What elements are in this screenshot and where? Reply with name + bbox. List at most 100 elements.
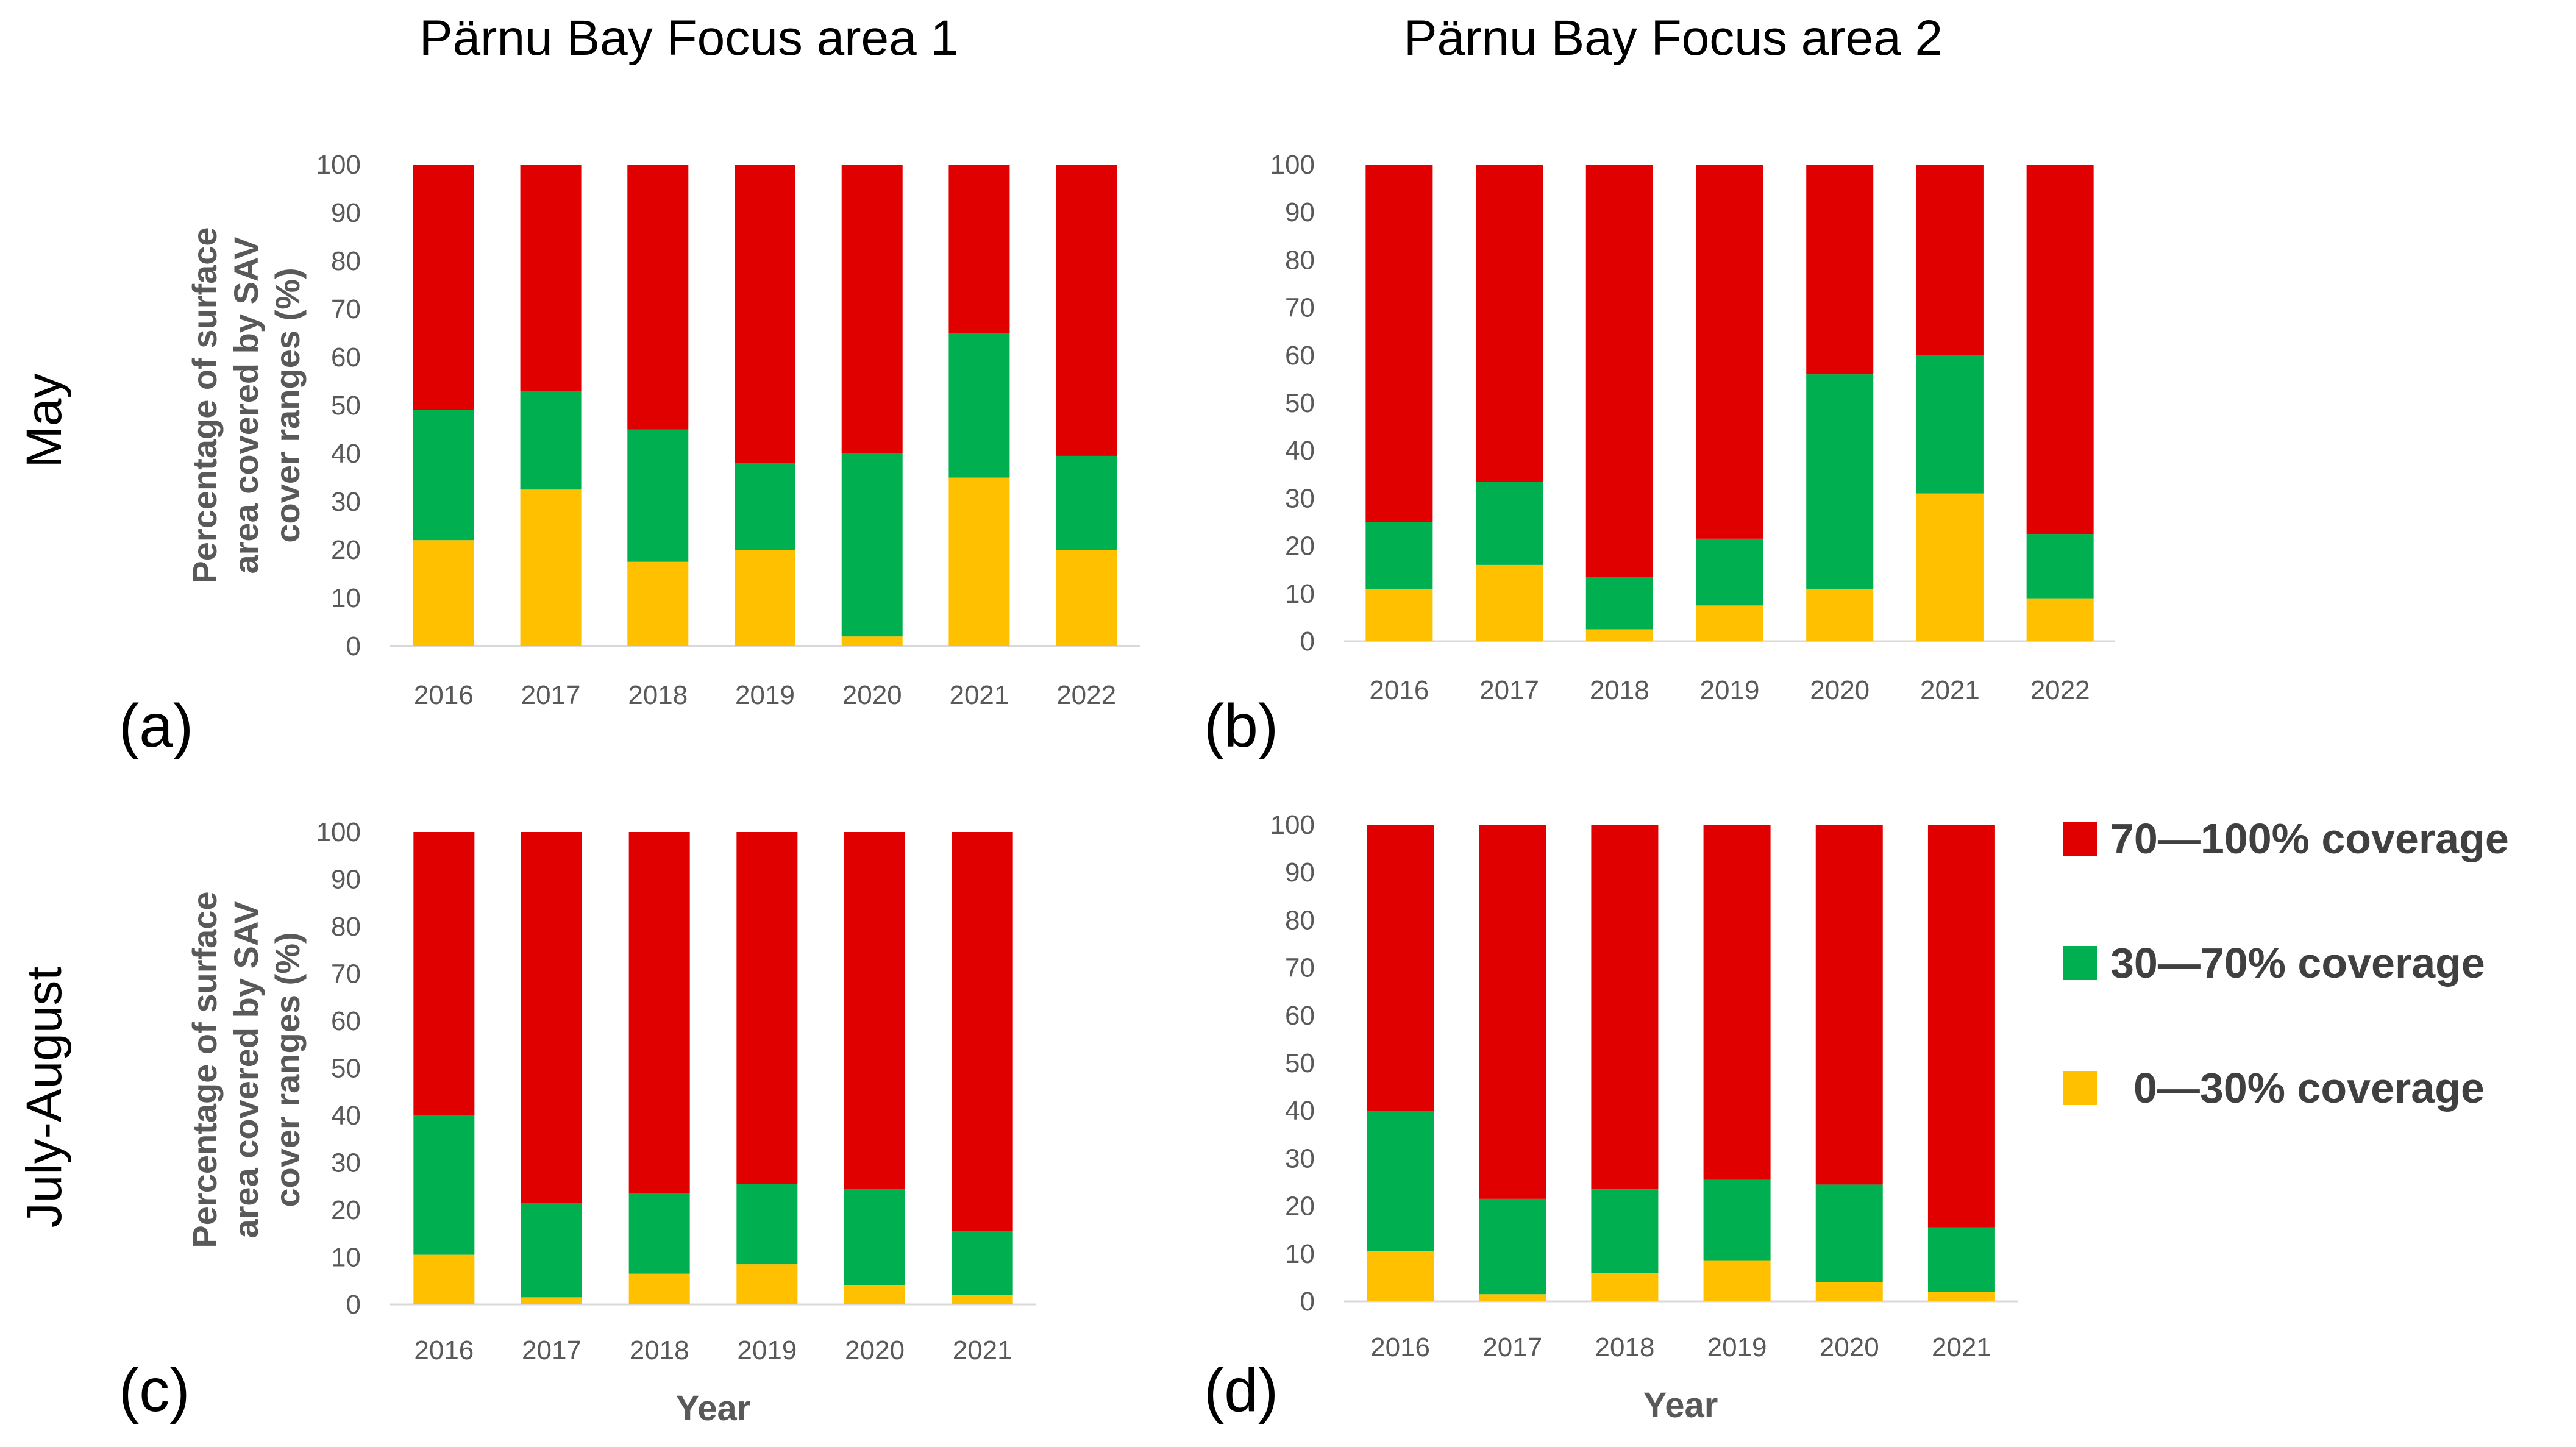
y-tick-label: 80: [1285, 245, 1315, 275]
bar-segment: [1367, 1111, 1434, 1251]
x-tick-label: 2016: [414, 680, 474, 710]
y-tick-label: 10: [331, 1243, 361, 1273]
bar-segment: [413, 1254, 475, 1304]
x-axis-title: Year: [1643, 1385, 1718, 1425]
bar-segment: [1806, 165, 1874, 375]
bar-segment: [735, 463, 795, 550]
y-axis-title-line: cover ranges (%): [268, 932, 307, 1207]
bar-segment: [735, 550, 795, 646]
bar-segment: [736, 1264, 798, 1304]
bar-segment: [627, 165, 689, 430]
bar-segment: [413, 540, 474, 646]
y-tick-label: 100: [1270, 150, 1315, 180]
x-tick-label: 2016: [1370, 1332, 1430, 1362]
y-tick-label: 20: [1285, 532, 1315, 561]
bar-segment: [1696, 165, 1763, 539]
x-tick-label: 2020: [1810, 675, 1870, 705]
bar-segment: [841, 636, 903, 646]
y-tick-label: 10: [1285, 579, 1315, 609]
x-tick-label: 2017: [1479, 675, 1539, 705]
bar-segment: [1365, 522, 1433, 589]
y-tick-label: 10: [1285, 1239, 1315, 1269]
row-label-may: May: [16, 374, 72, 468]
y-tick-label: 50: [331, 1054, 361, 1084]
bar-segment: [1585, 577, 1653, 630]
y-tick-label: 50: [1285, 388, 1315, 418]
bar-segment: [1585, 165, 1653, 577]
y-tick-label: 60: [331, 343, 361, 372]
y-tick-label: 0: [1300, 1287, 1315, 1317]
y-tick-label: 70: [1285, 293, 1315, 323]
panel-label: (a): [119, 692, 193, 760]
y-tick-label: 70: [331, 294, 361, 324]
bar-segment: [521, 1203, 582, 1298]
panel-label: (d): [1204, 1356, 1278, 1424]
x-tick-label: 2021: [1932, 1332, 1991, 1362]
y-tick-label: 20: [1285, 1192, 1315, 1221]
bar-segment: [1696, 605, 1763, 641]
bar-segment: [1585, 629, 1653, 641]
legend-label-70-100: 70—100% coverage: [2110, 815, 2509, 862]
bar-segment: [948, 333, 1010, 478]
bar-segment: [736, 832, 798, 1184]
chart-1: 0 10 20 30 40 50 60 70 80 90 100 2016 2017 2018 2019 20…: [119, 150, 1140, 760]
bar-segment: [1479, 1294, 1546, 1301]
bar-segment: [1927, 1227, 1995, 1292]
bar-segment: [628, 832, 690, 1193]
bar-segment: [1815, 825, 1883, 1185]
x-tick-label: 2018: [1595, 1332, 1654, 1362]
x-tick-label: 2019: [735, 680, 795, 710]
x-tick-label: 2017: [521, 680, 581, 710]
y-tick-label: 40: [331, 1101, 361, 1131]
y-axis-title-line: cover ranges (%): [268, 268, 307, 542]
legend-swatch-70-100: [2063, 822, 2097, 856]
x-tick-label: 2017: [1482, 1332, 1542, 1362]
legend-swatch-30-70: [2063, 946, 2097, 980]
bar-segment: [948, 477, 1010, 646]
panel-label: (b): [1204, 692, 1278, 760]
legend-label-30-70: 30—70% coverage: [2110, 939, 2485, 987]
x-tick-label: 2019: [1707, 1332, 1767, 1362]
x-tick-label: 2018: [1590, 675, 1649, 705]
bar-segment: [627, 561, 689, 646]
y-tick-label: 80: [1285, 905, 1315, 935]
bar-segment: [1806, 588, 1874, 641]
bar-segment: [628, 1193, 690, 1274]
x-tick-label: 2016: [1369, 675, 1429, 705]
bar-segment: [1365, 165, 1433, 522]
legend-label-0-30: 0—30% coverage: [2133, 1064, 2485, 1112]
y-tick-label: 40: [1285, 1096, 1315, 1126]
bar-segment: [1591, 1273, 1659, 1301]
bar-segment: [1927, 1292, 1995, 1301]
bar-segment: [2026, 534, 2094, 599]
bar-segment: [1916, 355, 1984, 494]
y-tick-label: 30: [1285, 483, 1315, 513]
bar-segment: [521, 832, 582, 1203]
row-label-july-august: July-August: [16, 967, 72, 1228]
x-tick-label: 2020: [1820, 1332, 1879, 1362]
x-tick-label: 2016: [414, 1335, 474, 1365]
bar-segment: [1591, 1189, 1659, 1273]
bar-segment: [1591, 825, 1659, 1190]
y-tick-label: 80: [331, 912, 361, 942]
bar-segment: [520, 489, 582, 646]
y-tick-label: 50: [1285, 1048, 1315, 1078]
panel-label: (c): [119, 1356, 190, 1424]
bar-segment: [1927, 825, 1995, 1228]
bar-segment: [952, 1231, 1013, 1295]
charts-group: 0 10 20 30 40 50 60 70 80 90 100 2016 2017 2018 2019 20…: [119, 150, 2115, 1428]
y-axis-title: Percentage of surfacearea covered by SAV…: [185, 891, 307, 1248]
y-tick-label: 100: [316, 817, 361, 847]
x-tick-label: 2020: [842, 680, 902, 710]
bar-segment: [844, 832, 905, 1189]
bar-segment: [1056, 165, 1117, 456]
bar-segment: [841, 165, 903, 453]
bar-segment: [2026, 598, 2094, 641]
bar-segment: [1806, 374, 1874, 589]
bar-segment: [2026, 165, 2094, 535]
column-title-1: Pärnu Bay Focus area 1: [419, 10, 958, 66]
bar-segment: [1916, 165, 1984, 355]
bar-segment: [1815, 1184, 1883, 1282]
y-tick-label: 90: [1285, 197, 1315, 227]
y-tick-label: 20: [331, 1195, 361, 1225]
